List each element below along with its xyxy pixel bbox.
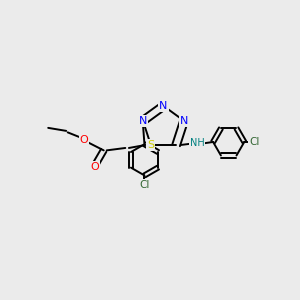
- Text: N: N: [180, 116, 188, 126]
- Text: Cl: Cl: [139, 180, 150, 190]
- Text: NH: NH: [190, 139, 205, 148]
- Text: O: O: [80, 135, 88, 145]
- Text: S: S: [147, 140, 155, 150]
- Text: Cl: Cl: [249, 137, 260, 147]
- Text: O: O: [90, 162, 99, 172]
- Text: N: N: [159, 101, 168, 111]
- Text: N: N: [139, 116, 147, 126]
